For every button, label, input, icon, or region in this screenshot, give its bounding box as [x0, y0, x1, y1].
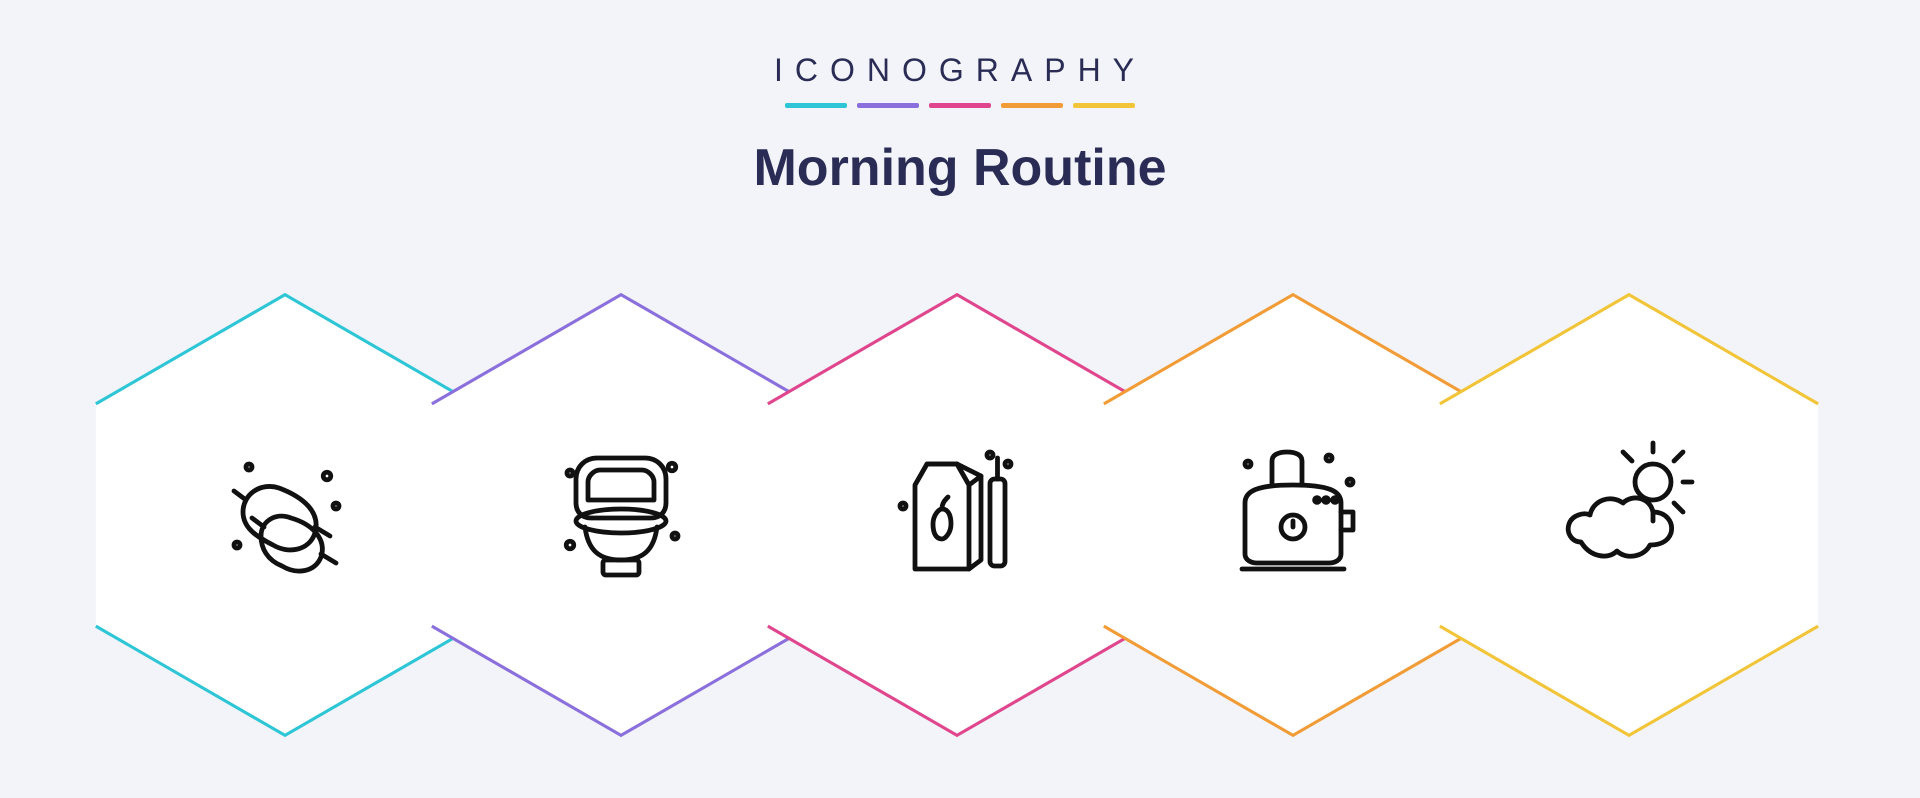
toaster-icon: [1218, 437, 1368, 587]
hex-row: [90, 290, 1830, 760]
toilet-icon: [546, 437, 696, 587]
brand-underline: [0, 103, 1920, 108]
header: ICONOGRAPHY Morning Routine: [0, 0, 1920, 198]
juice-box-icon: [882, 437, 1032, 587]
sun-cloud-icon: [1554, 437, 1704, 587]
hex-card-juice-box: [762, 290, 1152, 740]
sausage-icon: [210, 437, 360, 587]
hex-card-toaster: [1098, 290, 1488, 740]
underline-segment: [785, 103, 847, 108]
underline-segment: [1073, 103, 1135, 108]
brand-text: ICONOGRAPHY: [0, 52, 1920, 89]
underline-segment: [1001, 103, 1063, 108]
hex-card-weather: [1434, 290, 1824, 740]
hex-card-toilet: [426, 290, 816, 740]
underline-segment: [929, 103, 991, 108]
underline-segment: [857, 103, 919, 108]
hex-card-sausage: [90, 290, 480, 740]
page-title: Morning Routine: [0, 138, 1920, 198]
